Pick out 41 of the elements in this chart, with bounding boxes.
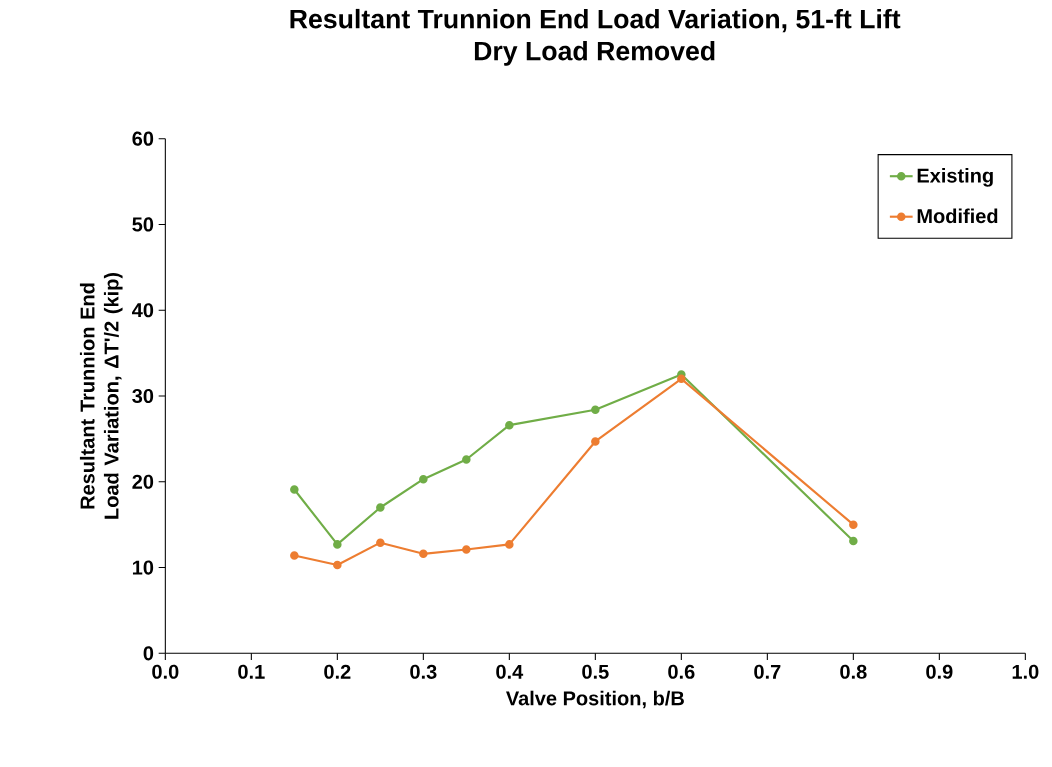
x-tick-label: 0.7: [754, 664, 781, 679]
point: [376, 503, 385, 512]
point: [849, 536, 858, 546]
point: [462, 455, 471, 464]
x-tick-label: 0.2: [324, 664, 351, 679]
point: [419, 474, 428, 484]
y-tick-label: 0: [143, 646, 154, 661]
x-tick-label: 0.8: [840, 664, 867, 679]
legend-label: Modified: [917, 208, 998, 223]
point: [333, 560, 342, 570]
x-tick-label: 0.1: [238, 664, 265, 679]
x-tick-label: 0.3: [410, 664, 437, 679]
chart-subtitle: Dry Load Removed: [474, 40, 715, 66]
point: [290, 485, 299, 494]
legend-label: Existing: [917, 167, 993, 187]
x-tick-label: 0.6: [668, 664, 695, 679]
x-tick-label: 0.5: [582, 664, 609, 679]
point: [849, 520, 858, 529]
x-tick-label: 0.0: [152, 664, 179, 679]
chart-title: Resultant Trunnion End Load Variation, 51-ft Lift: [290, 8, 901, 33]
point: [290, 551, 299, 560]
point: [591, 405, 600, 414]
y-tick-label: 20: [132, 474, 154, 489]
point: [505, 539, 514, 549]
point: [591, 437, 600, 446]
point: [462, 545, 471, 554]
point: [677, 374, 686, 383]
point: [419, 549, 428, 558]
y-tick-label: 30: [132, 388, 154, 403]
x-tick-label: 1.0: [1012, 664, 1039, 679]
x-axis-title: Valve Position, b/B: [506, 690, 684, 709]
y-axis-title: Resultant Trunnion End Load Variation, ΔT'/2 (kip): [79, 272, 123, 519]
y-tick-label: 40: [132, 302, 154, 318]
y-tick-label: 60: [132, 131, 154, 146]
x-tick-label: 0.9: [926, 664, 953, 679]
y-tick-label: 50: [132, 217, 154, 232]
x-tick-label: 0.4: [496, 664, 524, 679]
point: [333, 539, 342, 549]
y-tick-label: 10: [132, 560, 154, 575]
point: [376, 538, 385, 547]
point: [505, 420, 514, 430]
